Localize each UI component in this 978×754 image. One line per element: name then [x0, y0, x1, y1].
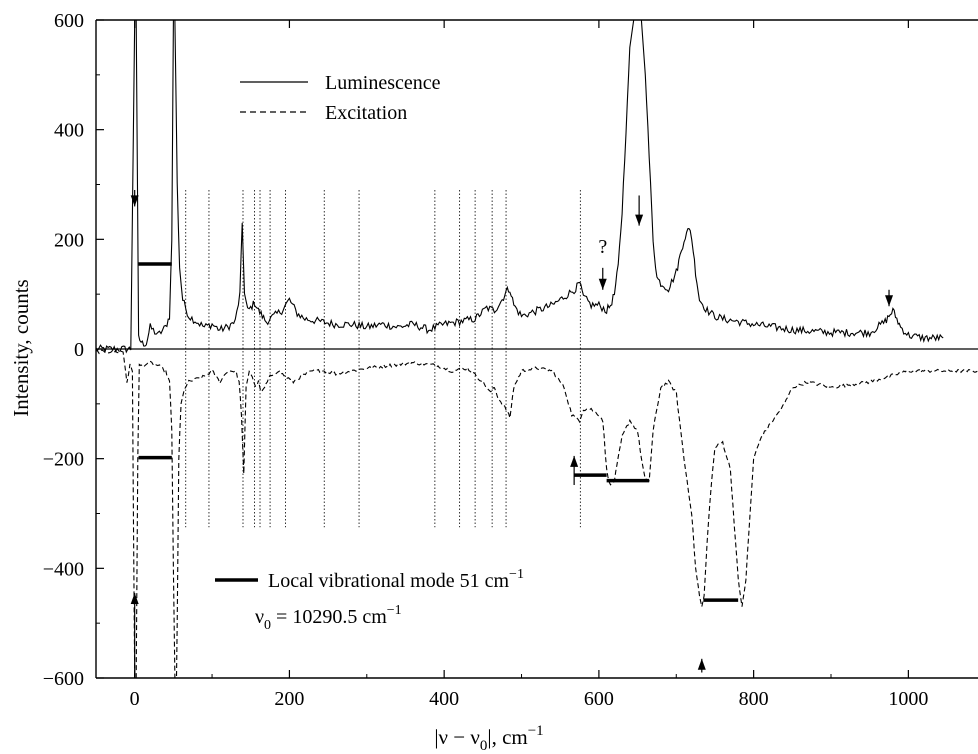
- arrow-up-head: [570, 455, 579, 467]
- series-line-luminescence: [96, 20, 944, 354]
- legend-label-luminescence: Luminescence: [325, 72, 441, 94]
- axis-ticks: 0 200 400 600 800 1000 −600 −400 −200 0 200 400 600: [43, 10, 929, 710]
- arrow-down-head: [885, 295, 894, 307]
- plot-lines: [96, 20, 978, 678]
- y-tick-label: 400: [54, 120, 84, 142]
- arrows: [130, 189, 894, 678]
- vertical-reference-lines: [185, 189, 581, 528]
- y-axis-label: Intensity, counts: [9, 279, 33, 416]
- legend-label-excitation: Excitation: [325, 102, 407, 124]
- x-tick-label: 600: [584, 688, 614, 710]
- y-tick-label: −200: [43, 449, 84, 471]
- annotation-label: ?: [598, 236, 607, 258]
- x-tick-label: 1000: [888, 688, 928, 710]
- legend: Luminescence Excitation: [240, 72, 441, 124]
- x-axis-label: |ν − ν0|, cm−1: [434, 723, 543, 754]
- y-tick-label: −400: [43, 558, 84, 580]
- arrow-down-head: [635, 214, 644, 226]
- series-line-excitation: [96, 349, 978, 678]
- x-tick-label: 800: [739, 688, 769, 710]
- y-tick-label: −600: [43, 668, 84, 690]
- y-tick-label: 200: [54, 229, 84, 251]
- note-line-2: ν0 = 10290.5 cm−1: [255, 603, 402, 633]
- arrow-down-head: [130, 195, 139, 207]
- arrow-up-head: [130, 593, 139, 605]
- annotations: ?: [598, 236, 607, 258]
- x-tick-label: 400: [429, 688, 459, 710]
- note-line-1: Local vibrational mode 51 cm−1: [268, 567, 524, 592]
- arrow-down-head: [598, 278, 607, 290]
- y-tick-label: 600: [54, 10, 84, 32]
- y-tick-label: 0: [74, 339, 84, 361]
- arrow-up-head: [697, 658, 706, 670]
- x-tick-label: 0: [130, 688, 140, 710]
- mode-note: Local vibrational mode 51 cm−1 ν0 = 1029…: [215, 567, 524, 633]
- horizontal-markers: [138, 262, 739, 602]
- x-tick-label: 200: [274, 688, 304, 710]
